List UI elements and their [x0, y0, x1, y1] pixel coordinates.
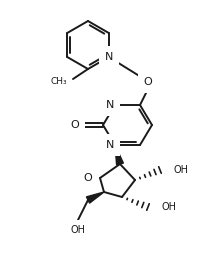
- Text: O: O: [144, 77, 152, 87]
- Polygon shape: [115, 145, 123, 165]
- Text: N: N: [106, 100, 114, 110]
- Text: O: O: [83, 173, 92, 183]
- Text: N: N: [105, 52, 113, 62]
- Polygon shape: [86, 192, 104, 203]
- Text: OH: OH: [70, 225, 86, 235]
- Text: N: N: [106, 140, 114, 150]
- Text: OH: OH: [161, 202, 176, 212]
- Text: OH: OH: [173, 165, 188, 175]
- Text: CH₃: CH₃: [50, 78, 67, 87]
- Text: O: O: [71, 120, 79, 130]
